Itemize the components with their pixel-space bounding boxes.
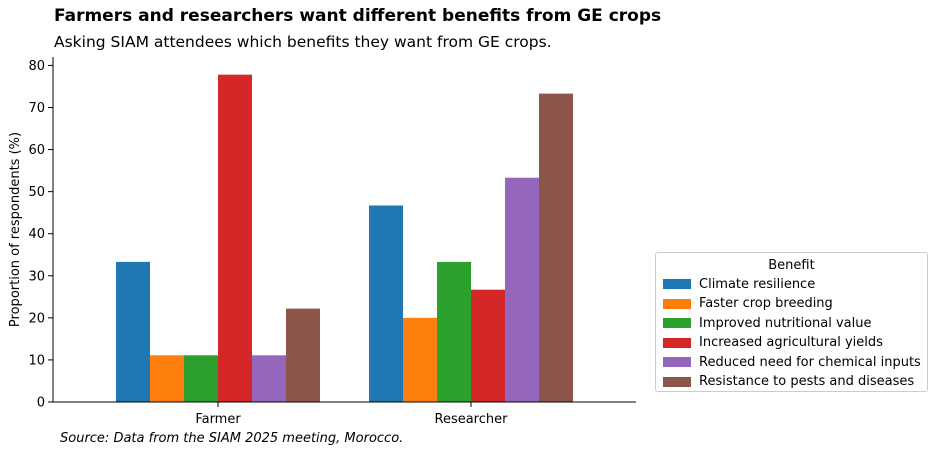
bar <box>184 355 218 402</box>
chart-title: Farmers and researchers want different b… <box>54 6 662 26</box>
legend-title: Benefit <box>768 258 815 273</box>
legend-item: Improved nutritional value <box>663 315 872 331</box>
legend-item: Resistance to pests and diseases <box>663 374 914 390</box>
legend-label: Improved nutritional value <box>699 315 872 331</box>
y-tick-label: 50 <box>28 185 45 200</box>
legend-label: Faster crop breeding <box>699 296 833 311</box>
legend: Benefit Climate resilience Faster crop br… <box>655 252 928 392</box>
chart-subtitle: Asking SIAM attendees which benefits the… <box>54 33 552 51</box>
bar <box>218 74 252 403</box>
legend-label: Reduced need for chemical inputs <box>699 354 921 370</box>
bar <box>437 261 471 402</box>
x-tick-label: Researcher <box>435 412 509 427</box>
bar <box>505 177 539 402</box>
y-tick-label: 30 <box>28 269 45 284</box>
legend-swatch <box>663 337 691 348</box>
bar <box>252 355 286 402</box>
legend-item: Increased agricultural yields <box>663 335 883 351</box>
legend-swatch <box>663 318 691 328</box>
legend-label: Climate resilience <box>699 276 816 292</box>
bar <box>150 355 184 402</box>
legend-label: Increased agricultural yields <box>699 335 883 350</box>
bar <box>471 289 505 402</box>
bar <box>286 308 320 402</box>
legend-item: Faster crop breeding <box>663 296 833 312</box>
x-tick-label: Farmer <box>195 412 241 427</box>
legend-swatch <box>663 298 691 309</box>
y-tick-label: 10 <box>28 353 45 368</box>
y-tick-label: 70 <box>28 101 45 116</box>
y-axis-label: Proportion of respondents (%) <box>8 132 23 327</box>
y-tick-label: 80 <box>28 59 45 74</box>
y-tick-label: 40 <box>28 227 45 242</box>
bar <box>539 93 573 402</box>
legend-swatch <box>663 279 691 289</box>
bar <box>369 205 403 402</box>
y-tick-label: 60 <box>28 143 45 158</box>
y-tick-label: 20 <box>28 311 45 326</box>
bar <box>116 261 150 402</box>
legend-item: Reduced need for chemical inputs <box>663 354 921 370</box>
legend-label: Resistance to pests and diseases <box>699 374 915 389</box>
y-tick-label: 0 <box>37 396 45 411</box>
legend-item: Climate resilience <box>663 276 815 292</box>
legend-swatch <box>663 357 691 367</box>
bar <box>403 317 437 402</box>
source-note: Source: Data from the SIAM 2025 meeting,… <box>60 431 404 446</box>
legend-swatch <box>663 376 691 387</box>
